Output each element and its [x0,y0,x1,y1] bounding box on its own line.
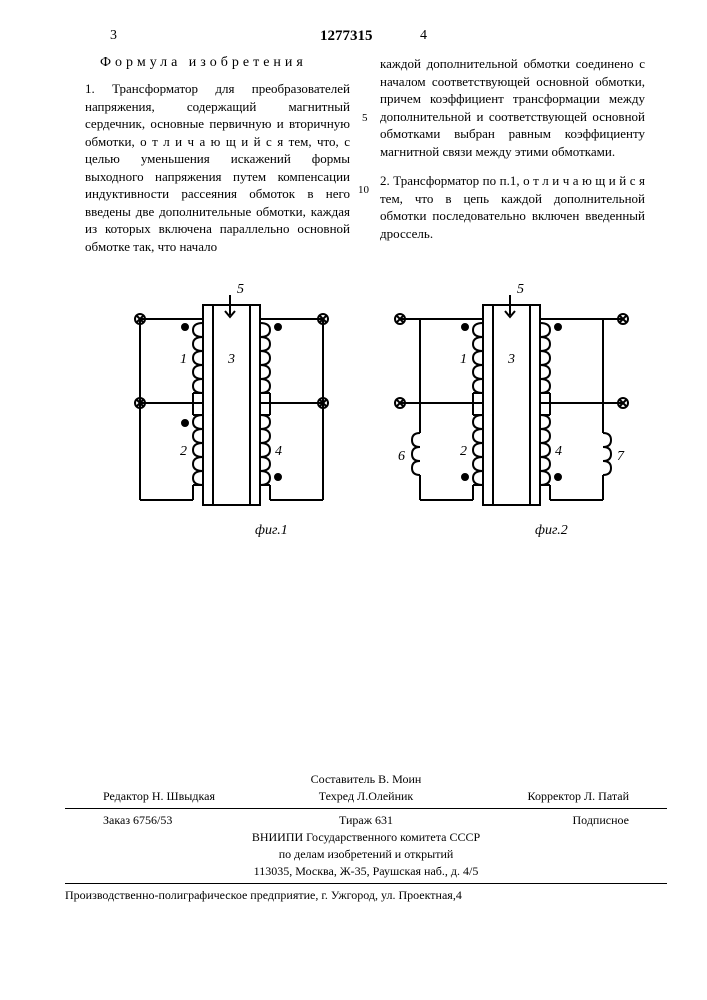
printer-line: Производственно-полиграфическое предприя… [65,888,667,903]
tech-editor: Техред Л.Олейник [306,789,426,804]
fig1-label-3: 3 [227,352,235,367]
fig1-label-5: 5 [237,282,244,297]
fig2-label-3: 3 [507,352,515,367]
order-line: Заказ 6756/53 Тираж 631 Подписное [65,813,667,828]
fig1-label-4: 4 [275,444,282,459]
claim-2-text: 2. Трансформатор по п.1, о т л и ч а ю щ… [380,172,645,242]
claim-1-text: 1. Трансформатор для преобразователей на… [85,80,350,255]
figure-2: 1 2 3 4 5 6 7 [365,275,707,535]
order-number: Заказ 6756/53 [103,813,303,828]
compiler-line: Составитель В. Моин [65,772,667,787]
page-number-left: 3 [110,28,117,44]
corrector: Корректор Л. Патай [429,789,629,804]
fig2-label-1: 1 [460,352,467,367]
sign-status: Подписное [429,813,629,828]
figures-block: 1 2 3 4 5 [85,275,645,540]
line-number-10: 10 [358,184,369,196]
fig2-label-5: 5 [517,282,524,297]
line-number-5: 5 [362,112,368,124]
org-line-2: по делам изобретений и открытий [65,847,667,862]
figure-1-caption: фиг.1 [255,523,288,539]
staff-line: Редактор Н. Швыдкая Техред Л.Олейник Кор… [65,789,667,804]
fig1-label-1: 1 [180,352,187,367]
fig1-label-2: 2 [180,444,187,459]
editor: Редактор Н. Швыдкая [103,789,303,804]
separator-1 [65,808,667,809]
page-number-right: 4 [420,28,427,44]
address-line: 113035, Москва, Ж-35, Раушская наб., д. … [65,864,667,879]
claim-1-continuation: каждой дополнительной обмотки соединено … [380,55,645,160]
column-left: 1. Трансформатор для преобразователей на… [85,80,350,261]
separator-2 [65,883,667,884]
fig2-label-4: 4 [555,444,562,459]
page: 3 1277315 4 Формула изобретения 5 10 1. … [0,0,707,1000]
figure-2-caption: фиг.2 [535,523,568,539]
footer-block: Составитель В. Моин Редактор Н. Швыдкая … [65,770,667,905]
section-title: Формула изобретения [100,55,307,71]
fig2-label-2: 2 [460,444,467,459]
column-right: каждой дополнительной обмотки соединено … [380,55,645,242]
tirage: Тираж 631 [306,813,426,828]
fig2-label-6: 6 [398,449,405,464]
org-line-1: ВНИИПИ Государственного комитета СССР [65,830,667,845]
patent-number: 1277315 [320,28,373,45]
fig2-label-7: 7 [617,449,625,464]
